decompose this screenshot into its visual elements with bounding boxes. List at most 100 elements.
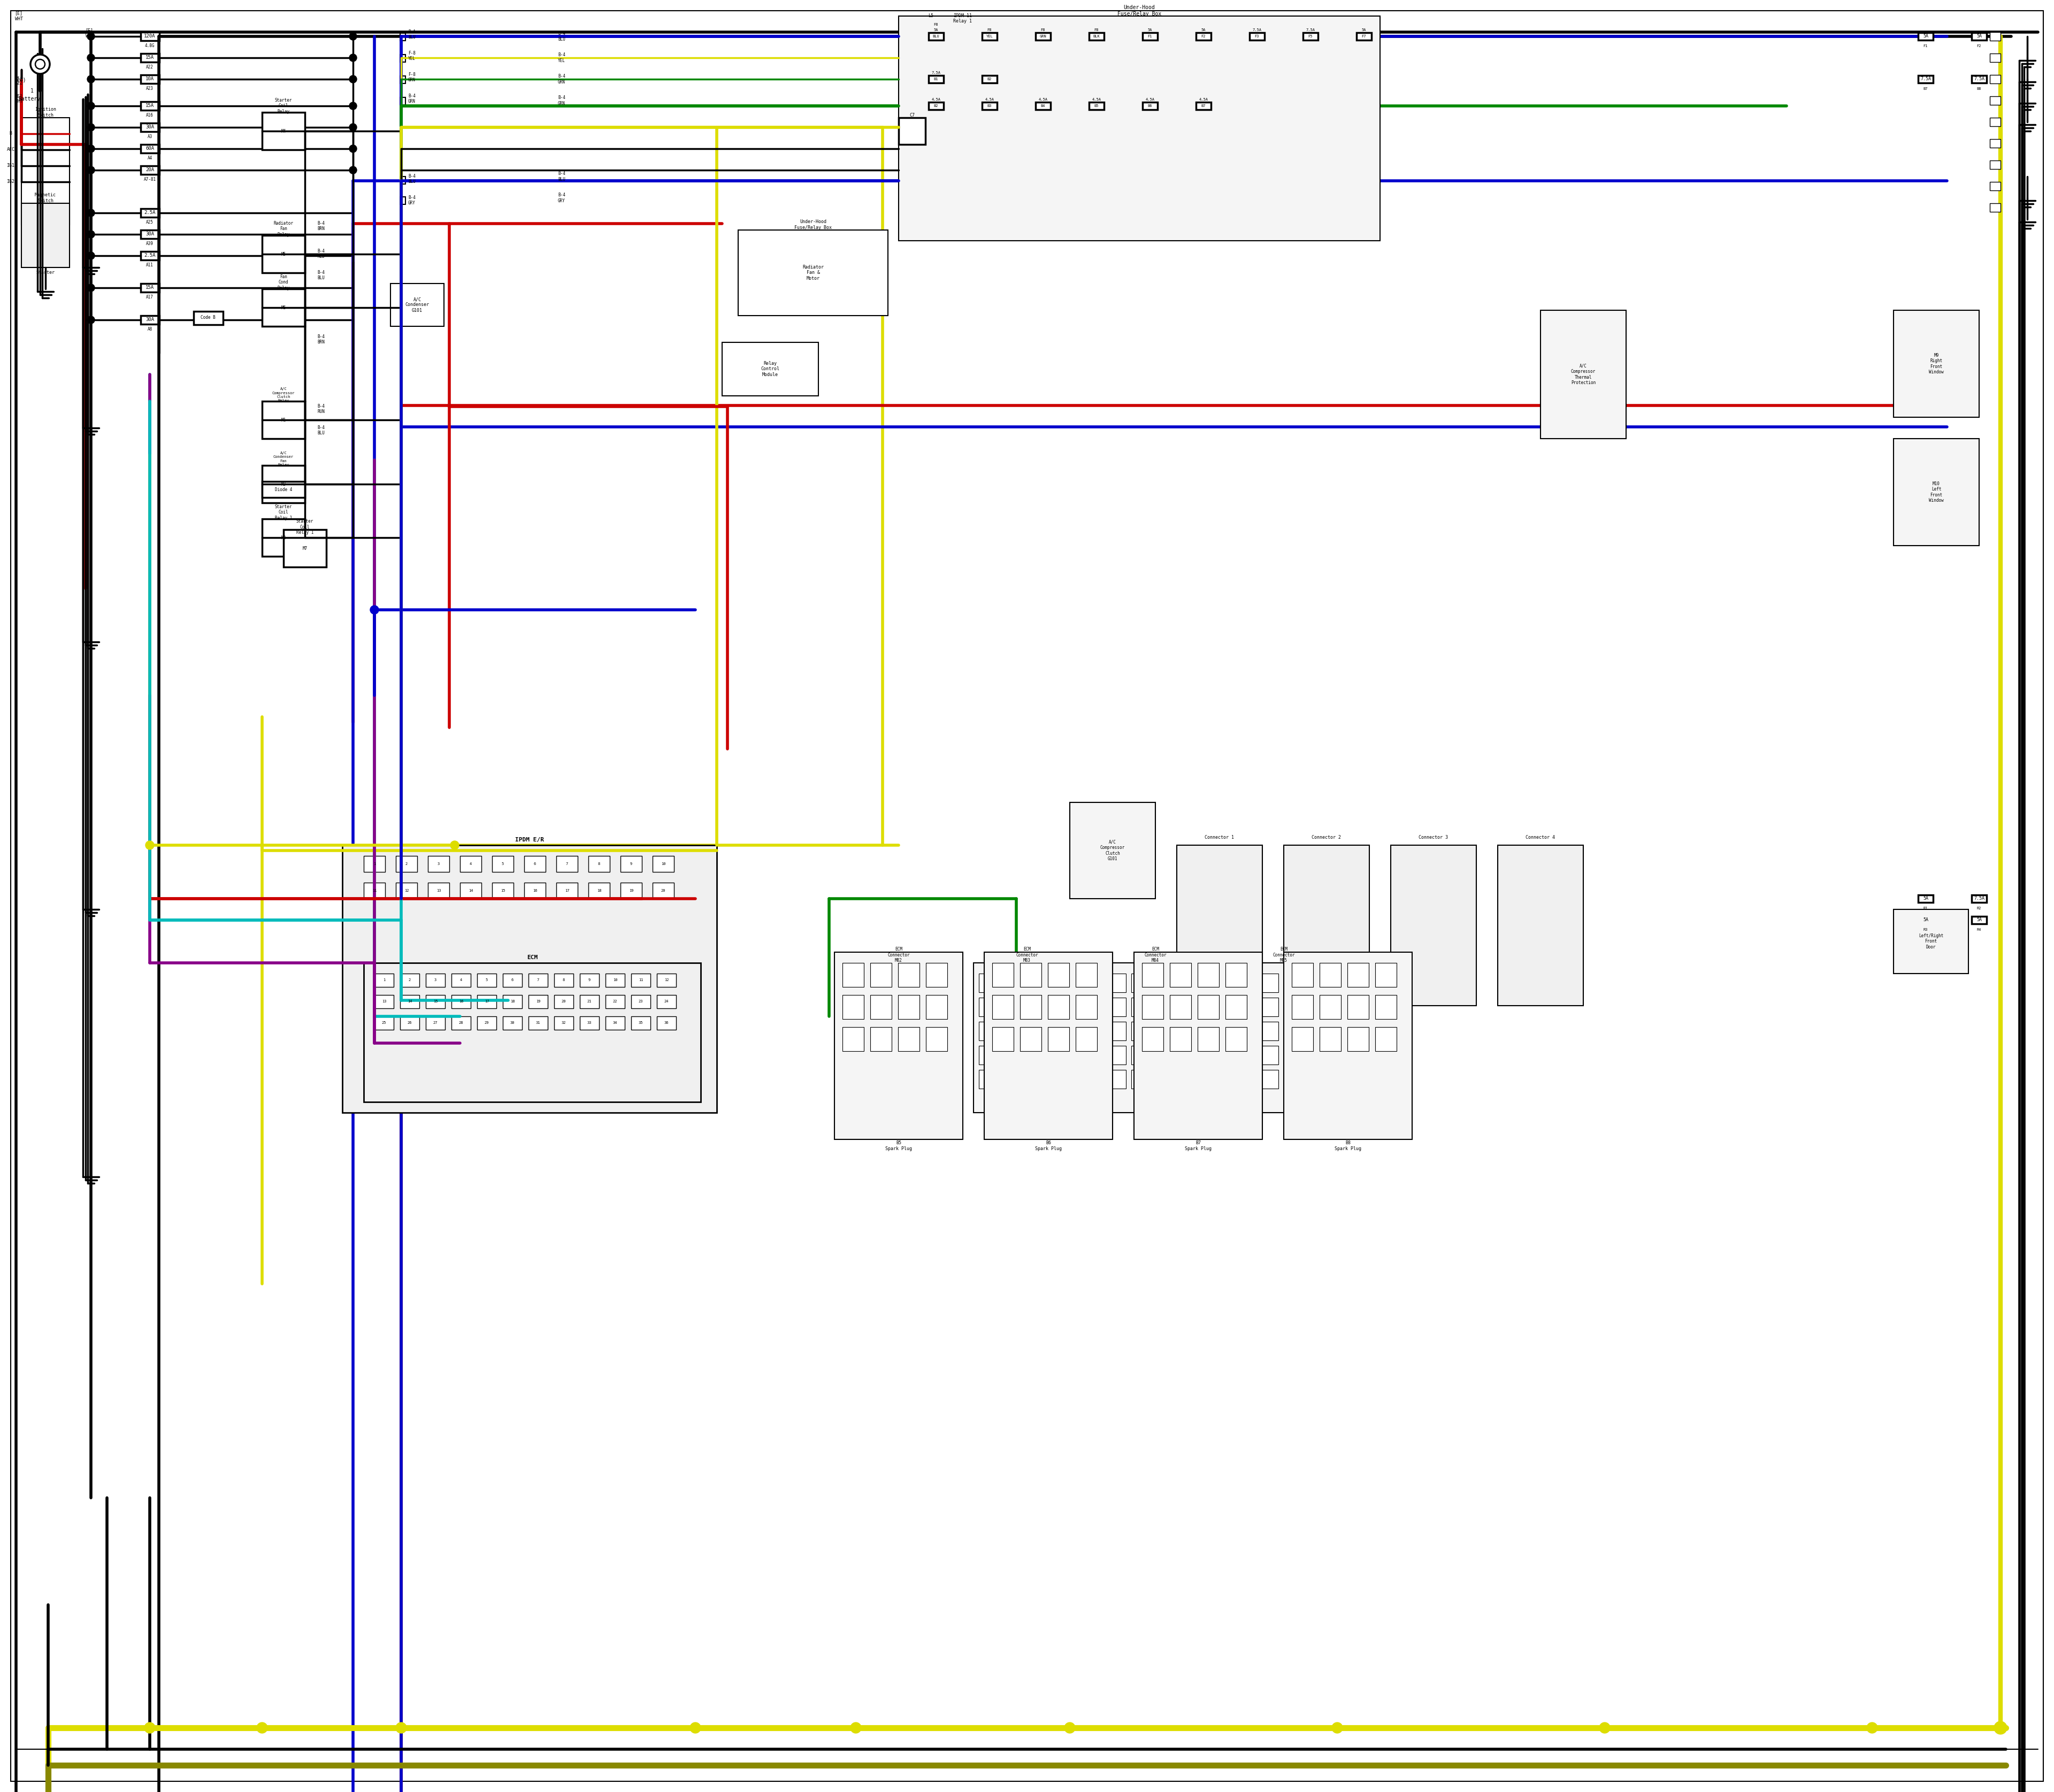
Text: B: B <box>10 131 12 136</box>
Text: A/C
Condenser
Fan
Relay: A/C Condenser Fan Relay <box>273 452 294 466</box>
Text: 19: 19 <box>629 889 633 892</box>
Text: A3: A3 <box>148 134 152 140</box>
Text: 30A: 30A <box>146 231 154 237</box>
Text: 5A: 5A <box>1202 29 1206 32</box>
Bar <box>875 998 893 1016</box>
Bar <box>1308 998 1327 1016</box>
Text: 10: 10 <box>612 978 618 982</box>
Circle shape <box>850 1722 861 1733</box>
Bar <box>984 952 1113 1140</box>
Text: 4.5A: 4.5A <box>1200 99 1208 100</box>
Text: M9
Right
Front
Window: M9 Right Front Window <box>1929 353 1943 375</box>
Bar <box>1142 32 1158 39</box>
Text: B7: B7 <box>1923 88 1929 90</box>
Bar <box>587 857 610 873</box>
Bar <box>1237 973 1255 993</box>
Text: Relay 1: Relay 1 <box>953 20 972 23</box>
Text: Left/Right
Front
Door: Left/Right Front Door <box>1918 934 1943 950</box>
Bar <box>1197 1027 1218 1052</box>
Bar <box>528 995 548 1009</box>
Text: F1: F1 <box>1923 45 1929 48</box>
Circle shape <box>1994 1722 2007 1735</box>
Text: 36: 36 <box>663 1021 670 1025</box>
Text: R4: R4 <box>1976 928 1982 932</box>
Circle shape <box>86 210 94 217</box>
Text: 33: 33 <box>587 1021 592 1025</box>
Bar <box>1179 973 1197 993</box>
Circle shape <box>349 167 357 174</box>
Bar <box>396 857 417 873</box>
Bar <box>1101 962 1210 1113</box>
Circle shape <box>86 32 94 39</box>
Text: 4: 4 <box>460 978 462 982</box>
Bar <box>928 102 943 109</box>
Bar <box>1154 998 1175 1016</box>
Text: 35: 35 <box>639 1021 643 1025</box>
Bar <box>1052 998 1070 1016</box>
Bar <box>631 995 651 1009</box>
Text: 9: 9 <box>587 978 592 982</box>
Bar <box>1259 1070 1278 1088</box>
Text: Connector 2: Connector 2 <box>1313 835 1341 840</box>
Bar <box>140 167 158 174</box>
Bar <box>1154 973 1175 993</box>
Text: ECM
Connector
M85: ECM Connector M85 <box>1273 946 1294 962</box>
Bar <box>557 857 577 873</box>
Bar <box>900 973 918 993</box>
Bar <box>528 1016 548 1030</box>
Text: 4.5A: 4.5A <box>1039 99 1048 100</box>
Bar <box>401 1016 419 1030</box>
Circle shape <box>86 167 94 174</box>
Text: M6: M6 <box>281 305 286 310</box>
Text: B8
Spark Plug: B8 Spark Plug <box>1335 1142 1362 1150</box>
Text: 1: 1 <box>382 978 386 982</box>
Bar <box>401 973 419 987</box>
Text: C7: C7 <box>910 113 914 118</box>
Bar <box>1070 803 1154 898</box>
Text: 4.8G: 4.8G <box>146 43 154 48</box>
Bar <box>477 995 497 1009</box>
Bar <box>140 283 158 292</box>
Bar <box>928 32 943 39</box>
Bar <box>1391 846 1477 1005</box>
Bar <box>21 118 70 224</box>
Bar <box>140 124 158 131</box>
Bar <box>1035 102 1050 109</box>
Bar <box>579 973 600 987</box>
Bar <box>1284 998 1302 1016</box>
Text: BLU: BLU <box>316 276 325 281</box>
Circle shape <box>1064 1722 1074 1733</box>
Text: A4: A4 <box>148 156 152 161</box>
Bar <box>898 962 920 987</box>
Circle shape <box>86 231 94 238</box>
Bar <box>452 1016 470 1030</box>
Circle shape <box>146 840 154 849</box>
Bar <box>620 857 641 873</box>
Bar <box>1052 1070 1070 1088</box>
Bar <box>982 75 996 82</box>
Bar <box>401 75 405 84</box>
Bar <box>1237 1047 1255 1064</box>
Bar <box>193 312 224 324</box>
Text: 60A: 60A <box>146 147 154 151</box>
Bar <box>557 883 577 898</box>
Text: 15A: 15A <box>146 285 154 290</box>
Bar <box>1027 1047 1045 1064</box>
Bar <box>1990 161 2001 168</box>
Bar <box>850 1070 869 1088</box>
Text: B7: B7 <box>1202 104 1206 108</box>
Text: 22: 22 <box>612 1000 618 1004</box>
Text: A17: A17 <box>146 296 154 299</box>
Bar <box>1021 962 1041 987</box>
Bar <box>850 973 869 993</box>
Text: Connector 1: Connector 1 <box>1206 835 1234 840</box>
Text: Relay
Control
Module: Relay Control Module <box>760 362 781 376</box>
Bar <box>364 857 386 873</box>
Text: A7-81: A7-81 <box>144 177 156 183</box>
Text: 5: 5 <box>485 978 489 982</box>
Bar <box>1002 1021 1021 1041</box>
Bar <box>922 1070 941 1088</box>
Text: B-A: B-A <box>409 30 415 34</box>
Bar <box>1107 1070 1126 1088</box>
Bar <box>452 973 470 987</box>
